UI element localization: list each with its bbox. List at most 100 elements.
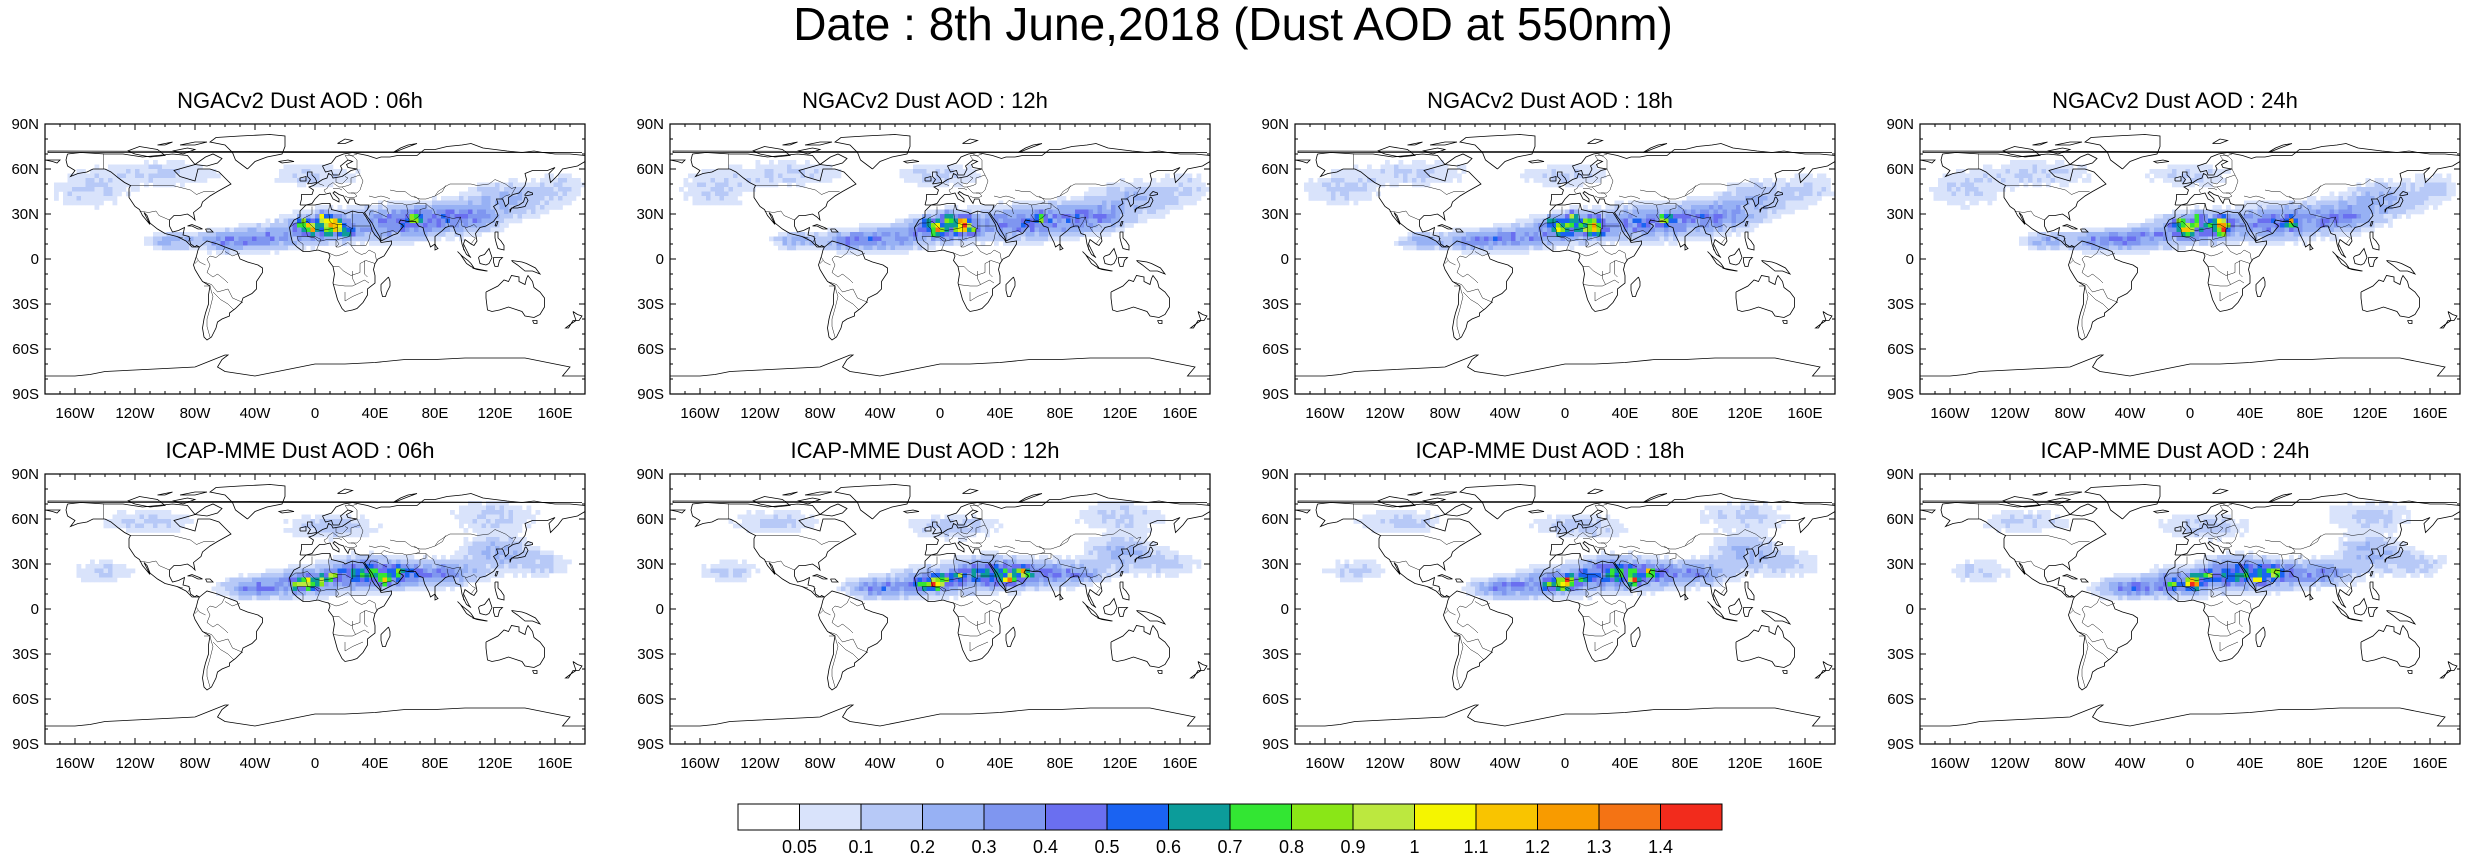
- lat-tick-label: 90N: [1886, 116, 1914, 133]
- lat-tick-label: 60N: [636, 511, 664, 528]
- lon-tick-label: 120W: [1365, 405, 1405, 418]
- lon-tick-label: 120E: [2352, 405, 2387, 418]
- lon-tick-label: 160E: [2412, 405, 2447, 418]
- lat-tick-label: 0: [1906, 251, 1914, 268]
- lon-tick-label: 80W: [1430, 405, 1462, 418]
- lon-tick-label: 120E: [1727, 405, 1762, 418]
- lat-tick-label: 30N: [636, 556, 664, 573]
- lat-tick-label: 30N: [1261, 556, 1289, 573]
- colorbar-label: 0.2: [910, 837, 935, 853]
- colorbar-label: 1.3: [1586, 837, 1611, 853]
- lat-tick-label: 60N: [1886, 161, 1914, 178]
- lat-tick-label: 30S: [1887, 296, 1914, 313]
- lat-tick-label: 90N: [1261, 116, 1289, 133]
- lon-tick-label: 0: [936, 405, 944, 418]
- lat-tick-label: 30N: [11, 556, 39, 573]
- lon-tick-label: 120E: [477, 405, 512, 418]
- colorbar-label: 1.2: [1525, 837, 1550, 853]
- colorbar-label: 0.8: [1279, 837, 1304, 853]
- lat-tick-label: 60N: [1261, 161, 1289, 178]
- lon-tick-label: 40E: [2237, 755, 2264, 768]
- lon-tick-label: 40E: [362, 405, 389, 418]
- lon-tick-label: 0: [1561, 405, 1569, 418]
- tick-marks: [669, 123, 1211, 395]
- tick-marks: [44, 123, 586, 395]
- lat-tick-label: 60S: [1887, 341, 1914, 358]
- map-panel-ngac-12h: NGACv2 Dust AOD : 12h 90N 60N 30N 0 30S 60S 90…: [625, 88, 1225, 418]
- colorbar-swatch: [1045, 803, 1108, 831]
- lat-tick-label: 30S: [1887, 646, 1914, 663]
- lon-tick-label: 40W: [240, 405, 272, 418]
- lon-tick-label: 120W: [115, 405, 155, 418]
- lat-tick-label: 60N: [11, 161, 39, 178]
- lat-tick-label: 30N: [11, 206, 39, 223]
- colorbar-swatch: [1291, 803, 1354, 831]
- lon-tick-label: 120E: [2352, 755, 2387, 768]
- lat-tick-label: 90N: [11, 116, 39, 133]
- lon-tick-label: 40W: [2115, 755, 2147, 768]
- lon-tick-label: 80E: [1672, 405, 1699, 418]
- colorbar-swatch: [799, 803, 862, 831]
- country-borders: [1978, 503, 2392, 688]
- lat-tick-label: 60N: [636, 161, 664, 178]
- map-panel-ngac-06h: NGACv2 Dust AOD : 06h 90N 60N 30N 0 30S 60S 90…: [0, 88, 600, 418]
- lon-tick-label: 0: [311, 405, 319, 418]
- colorbar-swatch: [1168, 803, 1231, 831]
- lat-tick-label: 90S: [12, 386, 39, 403]
- lon-tick-label: 80E: [422, 755, 449, 768]
- colorbar-swatch: [1598, 803, 1661, 831]
- lon-tick-label: 0: [2186, 405, 2194, 418]
- colorbar-label: 1: [1409, 837, 1419, 853]
- country-borders: [103, 503, 517, 688]
- lat-tick-label: 60N: [11, 511, 39, 528]
- coastlines: [45, 484, 585, 727]
- colorbar-swatch: [737, 803, 800, 831]
- map-panel-ngac-18h: NGACv2 Dust AOD : 18h 90N 60N 30N 0 30S 60S 90…: [1250, 88, 1850, 418]
- colorbar-swatch: [1537, 803, 1600, 831]
- dust-aod-field: [679, 160, 1210, 255]
- country-borders: [103, 153, 517, 338]
- lat-tick-label: 60S: [637, 691, 664, 708]
- lon-tick-label: 160E: [1162, 755, 1197, 768]
- lon-tick-label: 40E: [2237, 405, 2264, 418]
- lat-tick-label: 90S: [1887, 736, 1914, 753]
- coastlines: [1920, 484, 2460, 727]
- lat-tick-label: 60N: [1261, 511, 1289, 528]
- lat-tick-label: 30N: [1886, 556, 1914, 573]
- lon-tick-label: 160E: [1162, 405, 1197, 418]
- lat-tick-label: 60S: [12, 341, 39, 358]
- lat-tick-label: 30S: [637, 646, 664, 663]
- lat-tick-label: 60S: [637, 341, 664, 358]
- lat-tick-label: 0: [31, 601, 39, 618]
- lon-tick-label: 160W: [680, 755, 720, 768]
- panel-title: NGACv2 Dust AOD : 24h: [2052, 88, 2298, 113]
- lat-tick-label: 90S: [637, 386, 664, 403]
- coastlines: [45, 134, 585, 377]
- lat-tick-label: 60S: [12, 691, 39, 708]
- lon-tick-label: 160W: [55, 755, 95, 768]
- tick-marks: [669, 473, 1211, 745]
- lat-tick-label: 30N: [636, 206, 664, 223]
- lon-tick-label: 0: [1561, 755, 1569, 768]
- lon-tick-label: 120W: [1990, 755, 2030, 768]
- colorbar-label: 0.3: [971, 837, 996, 853]
- lon-tick-label: 40W: [1490, 755, 1522, 768]
- tick-marks: [44, 473, 586, 745]
- map-panel-icap-12h: ICAP-MME Dust AOD : 12h 90N 60N 30N 0 30S 60S…: [625, 438, 1225, 768]
- lat-tick-label: 0: [656, 251, 664, 268]
- lon-tick-label: 80W: [1430, 755, 1462, 768]
- lon-tick-label: 0: [2186, 755, 2194, 768]
- lon-tick-label: 120W: [1990, 405, 2030, 418]
- country-borders: [1353, 503, 1767, 688]
- lon-tick-label: 160E: [1787, 755, 1822, 768]
- lon-tick-label: 80E: [1672, 755, 1699, 768]
- panel-title: ICAP-MME Dust AOD : 24h: [2040, 438, 2310, 463]
- lon-tick-label: 80E: [1047, 405, 1074, 418]
- panel-title: NGACv2 Dust AOD : 12h: [802, 88, 1048, 113]
- lon-tick-label: 40W: [865, 755, 897, 768]
- coastlines: [670, 134, 1210, 377]
- dust-aod-field: [701, 501, 1202, 601]
- tick-marks: [1294, 473, 1836, 745]
- lon-tick-label: 40E: [1612, 405, 1639, 418]
- colorbar-label: 0.05: [782, 837, 817, 853]
